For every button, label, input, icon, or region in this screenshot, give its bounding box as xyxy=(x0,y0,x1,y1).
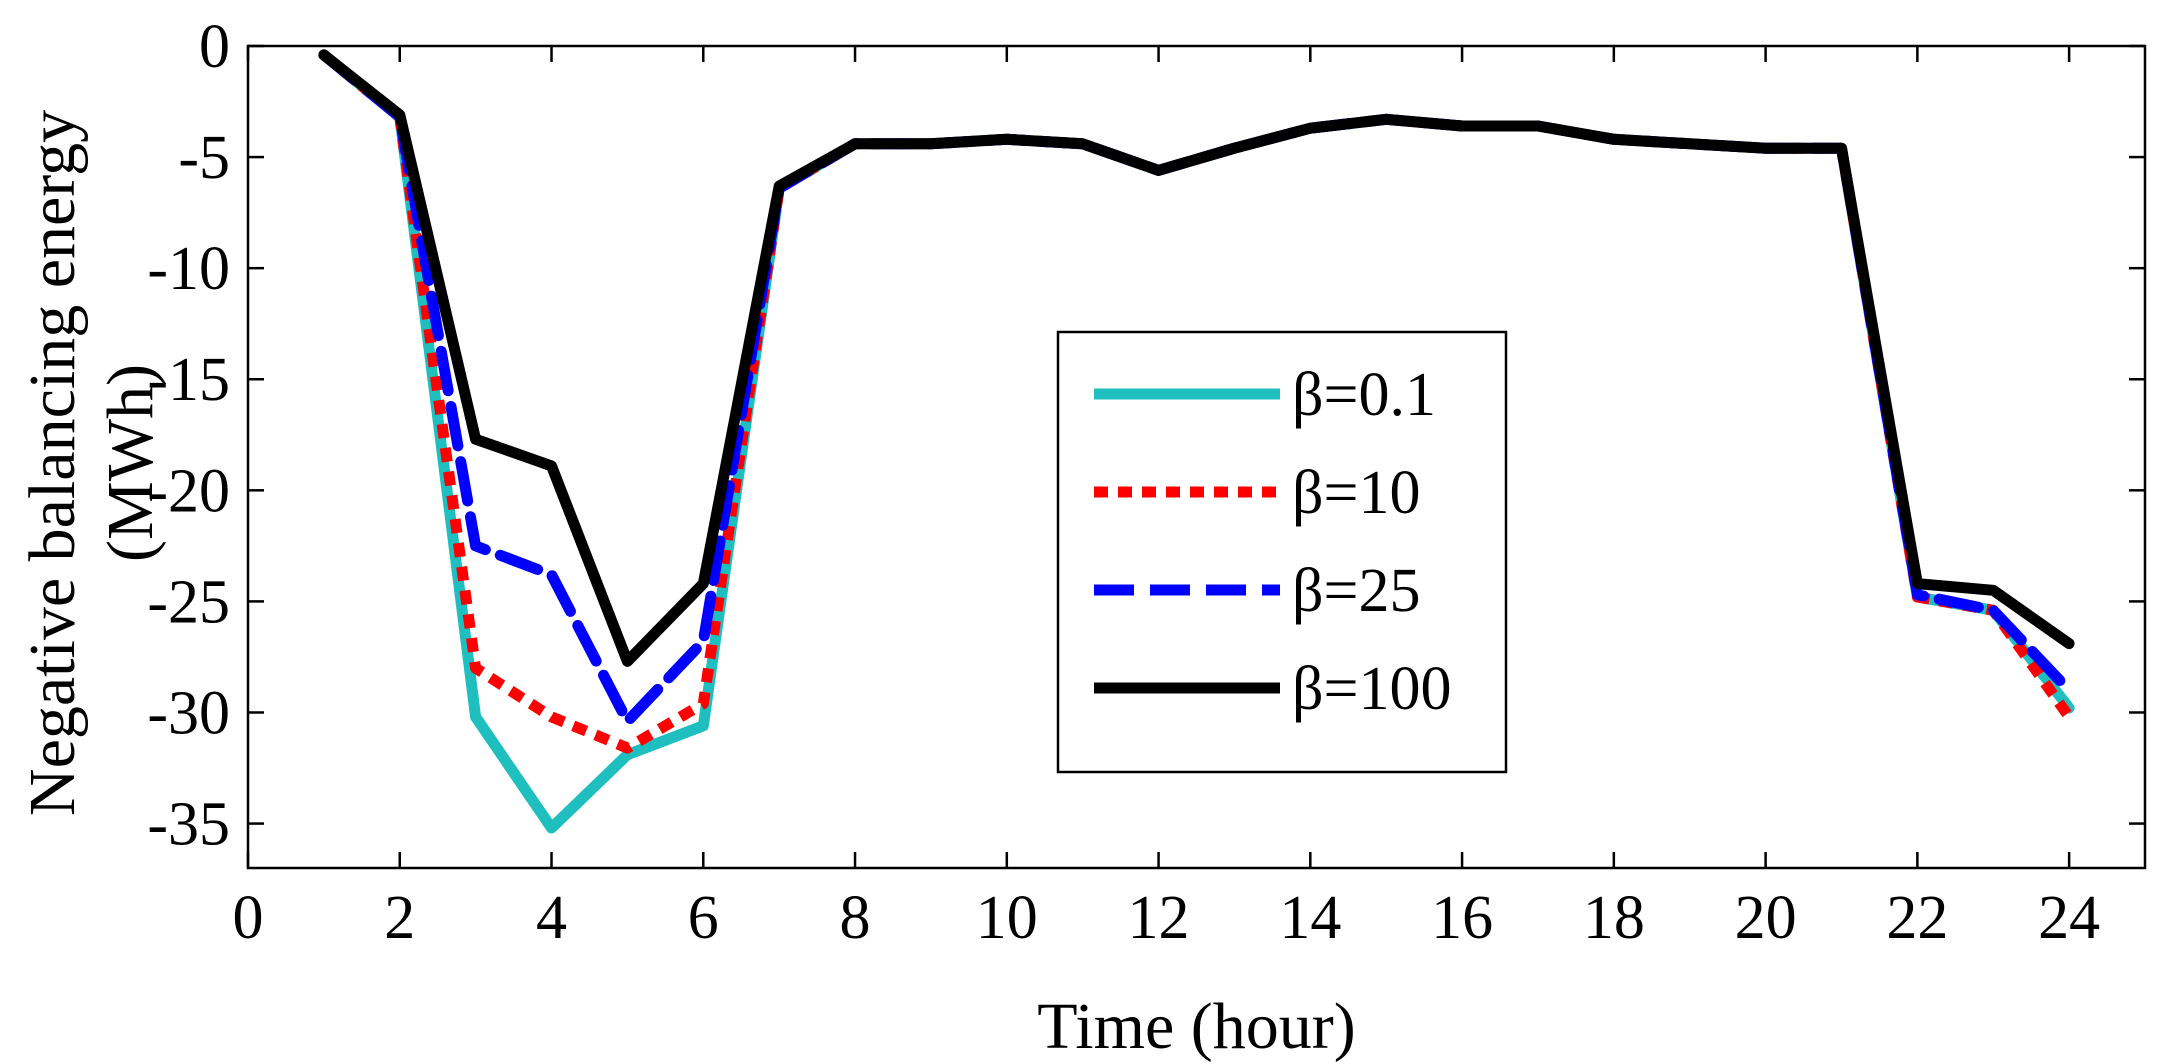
legend-label-3: β=25 xyxy=(1292,557,1421,625)
x-tick-label: 12 xyxy=(1128,884,1190,952)
x-tick-label: 0 xyxy=(233,884,264,952)
x-tick-label: 6 xyxy=(688,884,719,952)
x-tick-label: 2 xyxy=(384,884,415,952)
y-tick-label: 0 xyxy=(199,13,230,81)
x-tick-label: 8 xyxy=(840,884,871,952)
legend-label-4: β=100 xyxy=(1292,655,1452,723)
axis-ticks xyxy=(246,44,2145,868)
y-tick-label: -10 xyxy=(147,235,230,303)
data-series xyxy=(318,49,2075,834)
y-tick-label: -25 xyxy=(147,568,230,636)
y-tick-label: -15 xyxy=(147,346,230,414)
y-tick-label: -35 xyxy=(147,791,230,859)
x-tick-label: 20 xyxy=(1735,884,1797,952)
x-tick-label: 22 xyxy=(1886,884,1948,952)
x-tick-label: 14 xyxy=(1279,884,1341,952)
tick-labels: 0 2 4 6 8 10 12 14 16 18 20 22 240-5-10-15-20-25-30-… xyxy=(147,13,2100,952)
x-tick-label: 16 xyxy=(1431,884,1493,952)
legend: β=0.1 β=10 β=25 β=100 xyxy=(1056,330,1508,774)
legend-label-2: β=10 xyxy=(1292,459,1421,527)
y-tick-label: -5 xyxy=(178,124,230,192)
series-line-4 xyxy=(318,49,2075,667)
x-tick-label: 18 xyxy=(1583,884,1645,952)
y-axis-title-line-1: Negative balancing energy xyxy=(16,110,89,816)
x-tick-label: 24 xyxy=(2038,884,2100,952)
x-tick-label: 4 xyxy=(536,884,567,952)
x-axis-title: Time (hour) xyxy=(1037,990,1355,1063)
x-tick-label: 10 xyxy=(976,884,1038,952)
legend-label-1: β=0.1 xyxy=(1292,361,1436,429)
y-tick-label: -30 xyxy=(147,679,230,747)
plot-frame xyxy=(246,44,2147,870)
y-tick-label: -20 xyxy=(147,457,230,525)
y-axis-title-line-2: (MWh) xyxy=(94,364,167,562)
legend-box xyxy=(1056,330,1508,774)
